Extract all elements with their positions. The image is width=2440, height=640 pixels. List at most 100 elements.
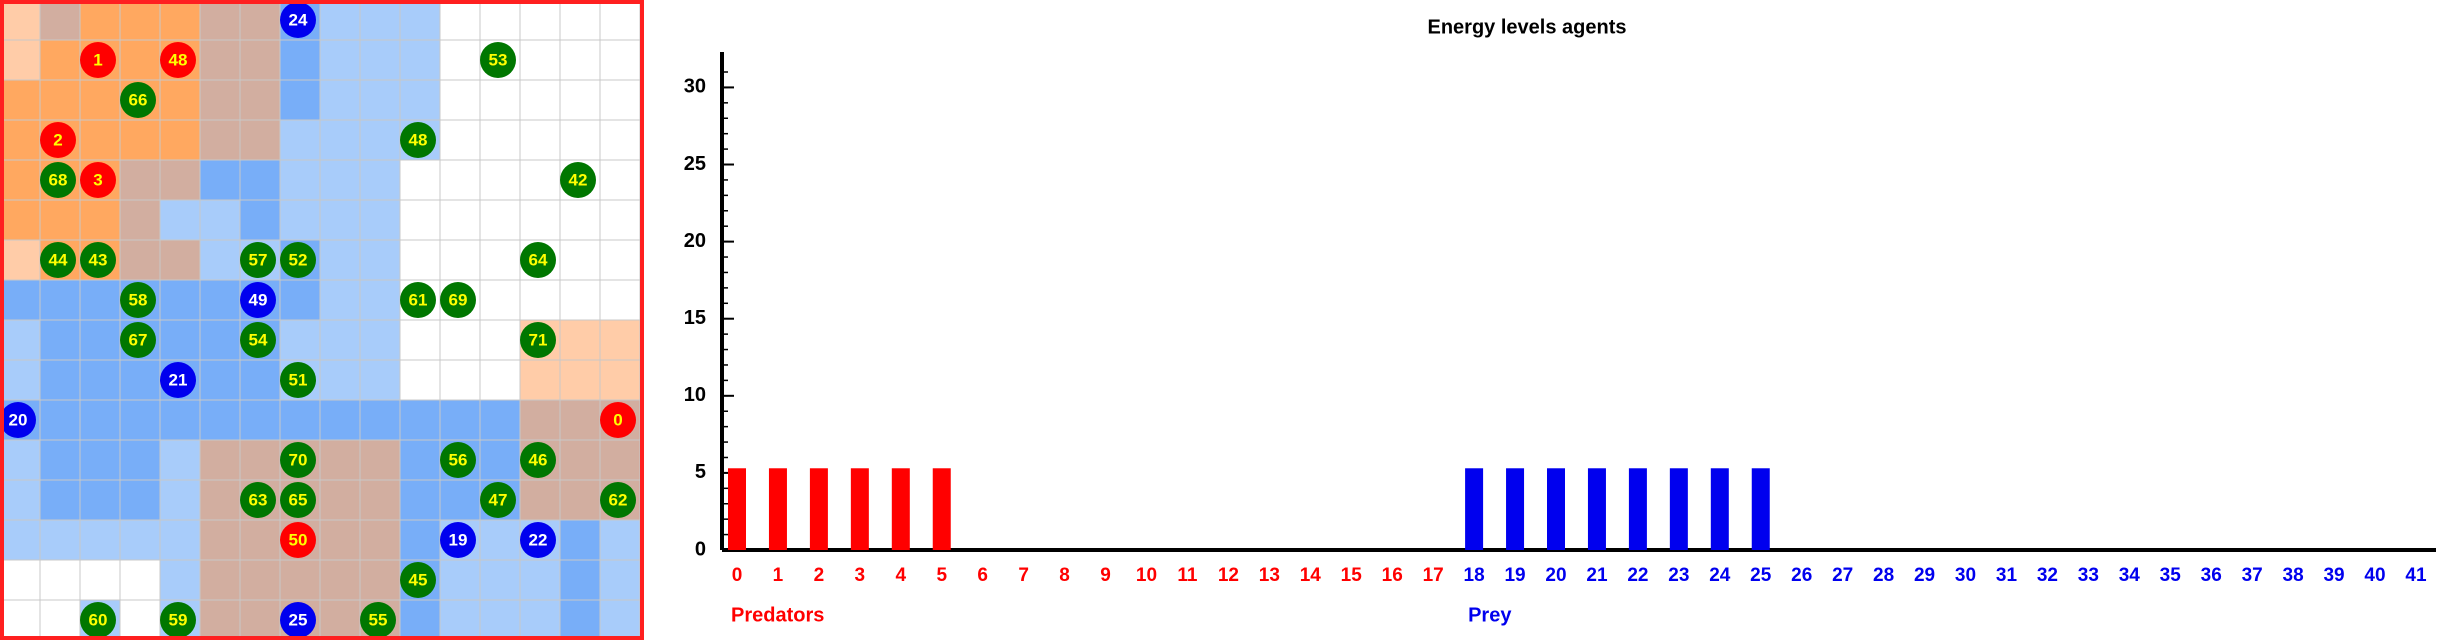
group-label: Predators	[731, 604, 824, 626]
x-tick-label: 17	[1423, 565, 1444, 586]
cell	[79, 479, 121, 521]
x-tick-label: 14	[1300, 565, 1322, 586]
cell	[39, 439, 81, 481]
agent-label: 70	[289, 450, 308, 469]
cell	[319, 319, 361, 361]
agent-label: 67	[129, 330, 148, 349]
cell	[359, 559, 401, 601]
agent-label: 57	[249, 250, 268, 269]
agent-label: 2	[53, 130, 62, 149]
agent-label: 66	[129, 90, 148, 109]
bar	[1669, 468, 1688, 550]
cell	[319, 599, 361, 640]
cell	[519, 479, 561, 521]
cell	[199, 599, 241, 640]
x-tick-label: 39	[2323, 565, 2344, 586]
cell	[439, 239, 481, 281]
x-tick-label: 2	[814, 565, 825, 586]
cell	[479, 0, 521, 41]
cell	[119, 399, 161, 441]
y-tick-label: 0	[695, 538, 706, 560]
cell	[239, 359, 281, 401]
agent-label: 60	[89, 610, 108, 629]
agent	[280, 602, 316, 638]
agent-label: 50	[289, 530, 308, 549]
cell	[399, 439, 441, 481]
bar	[1465, 468, 1484, 550]
cell	[39, 599, 81, 640]
agent-label: 44	[49, 250, 68, 269]
cell	[599, 359, 641, 401]
agent-label: 71	[529, 330, 548, 349]
cell	[439, 119, 481, 161]
cell	[199, 359, 241, 401]
cell	[559, 359, 601, 401]
cell	[39, 399, 81, 441]
cell	[319, 359, 361, 401]
agent-label: 46	[529, 450, 548, 469]
bar	[1710, 468, 1729, 550]
cell	[399, 599, 441, 640]
y-tick-label: 30	[684, 76, 706, 98]
bar	[1587, 468, 1606, 550]
cell	[79, 439, 121, 481]
x-tick-label: 21	[1586, 565, 1608, 586]
bar	[932, 468, 951, 550]
cell	[199, 559, 241, 601]
cell	[39, 319, 81, 361]
cell	[359, 279, 401, 321]
cell	[199, 279, 241, 321]
cell	[119, 439, 161, 481]
cell	[479, 279, 521, 321]
x-tick-label: 29	[1914, 565, 1935, 586]
x-tick-label: 35	[2160, 565, 2182, 586]
agent	[160, 42, 196, 78]
cell	[439, 159, 481, 201]
agent	[40, 162, 76, 198]
cell	[0, 199, 41, 241]
x-tick-label: 7	[1018, 565, 1029, 586]
cell	[599, 599, 641, 640]
agent	[240, 282, 276, 318]
agent	[480, 42, 516, 78]
agent-label: 47	[489, 490, 508, 509]
cell	[239, 0, 281, 41]
cell	[79, 79, 121, 121]
cell	[159, 239, 201, 281]
cell	[559, 239, 601, 281]
agent-label: 42	[569, 170, 588, 189]
cell	[159, 559, 201, 601]
cell	[279, 399, 321, 441]
cell	[279, 199, 321, 241]
bar	[728, 468, 746, 550]
y-tick-label: 15	[684, 307, 706, 329]
agent	[240, 322, 276, 358]
cell	[119, 599, 161, 640]
cell	[159, 479, 201, 521]
cell	[319, 159, 361, 201]
agent	[80, 242, 116, 278]
x-tick-label: 13	[1259, 565, 1280, 586]
cell	[239, 439, 281, 481]
cell	[119, 519, 161, 561]
x-tick-label: 37	[2242, 565, 2263, 586]
cell	[559, 399, 601, 441]
agent-label: 65	[289, 490, 308, 509]
x-tick-label: 22	[1627, 565, 1648, 586]
cell	[39, 279, 81, 321]
x-tick-label: 11	[1177, 565, 1198, 586]
x-tick-label: 16	[1382, 565, 1403, 586]
x-tick-label: 40	[2364, 565, 2385, 586]
x-tick-label: 26	[1791, 565, 1812, 586]
cell	[359, 239, 401, 281]
x-tick-label: 20	[1545, 565, 1566, 586]
cell	[319, 0, 361, 41]
x-tick-label: 24	[1709, 565, 1731, 586]
agent-label: 1	[93, 50, 102, 69]
cell	[359, 119, 401, 161]
agent	[280, 482, 316, 518]
cell	[279, 279, 321, 321]
cell	[599, 239, 641, 281]
cell	[359, 479, 401, 521]
